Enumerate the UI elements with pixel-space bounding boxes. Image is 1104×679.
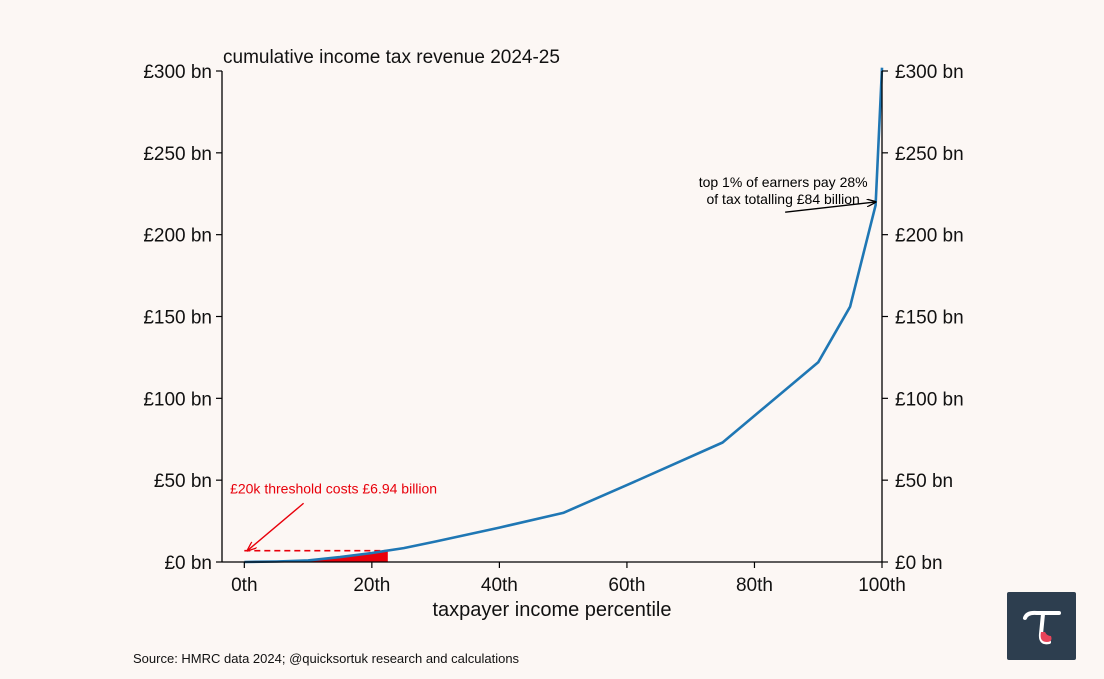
tau-logo-icon <box>1023 610 1061 645</box>
y-tick-label-left: £200 bn <box>143 226 212 247</box>
y-tick-label-left: £50 bn <box>154 471 212 492</box>
x-tick-label: 20th <box>353 575 390 596</box>
x-tick-label: 100th <box>858 575 906 596</box>
threshold-annotation-text: £20k threshold costs £6.94 billion <box>230 480 437 496</box>
x-tick-label: 80th <box>736 575 773 596</box>
chart-title: cumulative income tax revenue 2024-25 <box>223 47 560 68</box>
y-tick-label-right: £150 bn <box>895 308 964 329</box>
x-tick-label: 60th <box>608 575 645 596</box>
threshold-shaded-region <box>244 550 388 562</box>
y-tick-label-right: £50 bn <box>895 471 953 492</box>
y-tick-label-right: £300 bn <box>895 62 964 83</box>
y-tick-label-right: £0 bn <box>895 553 943 574</box>
y-tick-label-left: £250 bn <box>143 144 212 165</box>
y-tick-label-right: £200 bn <box>895 226 964 247</box>
x-tick-label: 0th <box>231 575 257 596</box>
brand-logo <box>1007 592 1076 660</box>
top-earners-annotation-arrow <box>785 202 875 213</box>
x-tick-label: 40th <box>481 575 518 596</box>
y-tick-label-left: £150 bn <box>143 308 212 329</box>
x-axis-label: taxpayer income percentile <box>432 599 671 621</box>
y-tick-label-right: £100 bn <box>895 389 964 410</box>
series-line <box>244 67 884 564</box>
source-note: Source: HMRC data 2024; @quicksortuk res… <box>133 651 520 666</box>
top-earners-annotation-text: of tax totalling £84 billion <box>706 191 859 207</box>
y-tick-label-left: £0 bn <box>164 553 212 574</box>
top-earners-annotation-text: top 1% of earners pay 28% <box>699 174 868 190</box>
y-tick-label-right: £250 bn <box>895 144 964 165</box>
y-tick-label-left: £300 bn <box>143 62 212 83</box>
y-tick-label-left: £100 bn <box>143 389 212 410</box>
threshold-annotation-arrow <box>248 502 305 550</box>
